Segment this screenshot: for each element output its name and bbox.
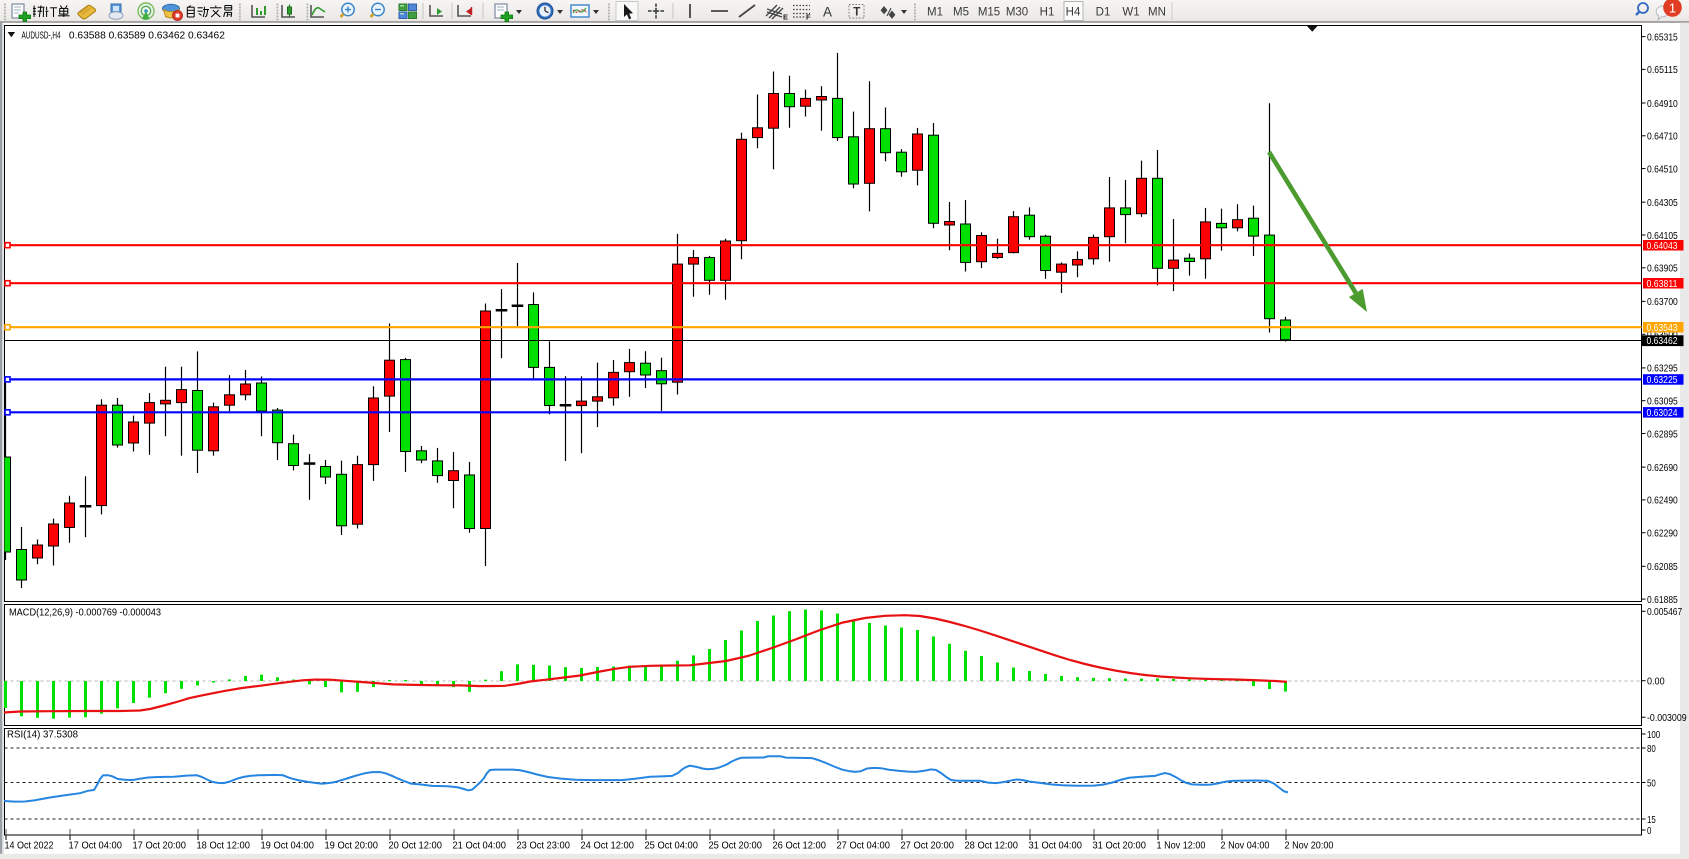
svg-text:0.63295: 0.63295: [1647, 363, 1678, 375]
svg-text:28 Oct 12:00: 28 Oct 12:00: [965, 840, 1019, 852]
svg-text:0.63588 0.63589 0.63462 0.6346: 0.63588 0.63589 0.63462 0.63462: [69, 29, 225, 41]
svg-text:25 Oct 04:00: 25 Oct 04:00: [645, 840, 699, 852]
svg-text:H1: H1: [1040, 6, 1055, 18]
svg-text:M5: M5: [953, 6, 969, 18]
svg-text:F: F: [806, 13, 811, 22]
svg-text:MN: MN: [1148, 6, 1166, 18]
svg-text:31 Oct 04:00: 31 Oct 04:00: [1029, 840, 1083, 852]
svg-text:0.63700: 0.63700: [1647, 296, 1678, 308]
svg-text:D1: D1: [1096, 6, 1111, 18]
svg-text:21 Oct 04:00: 21 Oct 04:00: [453, 840, 507, 852]
svg-text:0.00: 0.00: [1647, 676, 1665, 688]
svg-text:0.64043: 0.64043: [1647, 240, 1678, 252]
svg-text:2 Nov 04:00: 2 Nov 04:00: [1221, 840, 1270, 852]
svg-text:0.65115: 0.65115: [1647, 64, 1678, 76]
svg-text:0.65315: 0.65315: [1647, 31, 1678, 43]
svg-text:31 Oct 20:00: 31 Oct 20:00: [1093, 840, 1147, 852]
svg-text:0.63095: 0.63095: [1647, 396, 1678, 408]
svg-text:0.61885: 0.61885: [1647, 594, 1678, 606]
svg-text:23 Oct 23:00: 23 Oct 23:00: [517, 840, 571, 852]
svg-text:18 Oct 12:00: 18 Oct 12:00: [197, 840, 251, 852]
svg-text:1 Nov 12:00: 1 Nov 12:00: [1157, 840, 1206, 852]
svg-text:0.62690: 0.62690: [1647, 462, 1678, 474]
svg-text:M15: M15: [978, 6, 1000, 18]
svg-text:0.64910: 0.64910: [1647, 98, 1678, 110]
svg-text:19 Oct 04:00: 19 Oct 04:00: [261, 840, 315, 852]
svg-text:M1: M1: [927, 6, 943, 18]
svg-text:26 Oct 12:00: 26 Oct 12:00: [773, 840, 827, 852]
svg-text:17 Oct 04:00: 17 Oct 04:00: [69, 840, 123, 852]
svg-text:H4: H4: [1066, 6, 1081, 18]
svg-text:2 Nov 20:00: 2 Nov 20:00: [1285, 840, 1334, 852]
svg-text:0.62085: 0.62085: [1647, 561, 1678, 573]
svg-text:24 Oct 12:00: 24 Oct 12:00: [581, 840, 635, 852]
svg-text:0.63543: 0.63543: [1647, 322, 1678, 334]
svg-text:T: T: [853, 7, 860, 19]
svg-text:0.63024: 0.63024: [1647, 407, 1678, 419]
svg-text:RSI(14) 37.5308: RSI(14) 37.5308: [7, 729, 78, 741]
svg-text:0.64510: 0.64510: [1647, 163, 1678, 175]
svg-text:27 Oct 04:00: 27 Oct 04:00: [837, 840, 891, 852]
svg-text:MACD(12,26,9) -0.000769 -0.000: MACD(12,26,9) -0.000769 -0.000043: [9, 607, 161, 619]
svg-text:27 Oct 20:00: 27 Oct 20:00: [901, 840, 955, 852]
svg-text:M30: M30: [1006, 6, 1028, 18]
svg-text:0.62490: 0.62490: [1647, 495, 1678, 507]
svg-text:1: 1: [1669, 0, 1676, 15]
svg-text:80: 80: [1647, 743, 1656, 755]
svg-text:14 Oct 2022: 14 Oct 2022: [5, 840, 54, 852]
svg-text:0.63811: 0.63811: [1647, 278, 1678, 290]
svg-text:0.64105: 0.64105: [1647, 230, 1678, 242]
svg-text:25 Oct 20:00: 25 Oct 20:00: [709, 840, 763, 852]
svg-text:0.63905: 0.63905: [1647, 263, 1678, 275]
svg-text:15: 15: [1647, 814, 1656, 826]
svg-text:0: 0: [1647, 825, 1652, 837]
svg-text:W1: W1: [1122, 6, 1139, 18]
svg-text:0.64305: 0.64305: [1647, 197, 1678, 209]
svg-text:100: 100: [1647, 729, 1660, 741]
svg-text:0.62895: 0.62895: [1647, 428, 1678, 440]
svg-text:17 Oct 20:00: 17 Oct 20:00: [133, 840, 187, 852]
svg-text:-0.003009: -0.003009: [1647, 712, 1687, 724]
svg-text:AUDUSD-,H4: AUDUSD-,H4: [22, 29, 61, 41]
svg-text:0.63462: 0.63462: [1647, 335, 1678, 347]
svg-text:A: A: [823, 5, 832, 20]
svg-text:19 Oct 20:00: 19 Oct 20:00: [325, 840, 379, 852]
svg-text:20 Oct 12:00: 20 Oct 12:00: [389, 840, 443, 852]
svg-text:E: E: [783, 13, 788, 22]
svg-text:50: 50: [1647, 777, 1656, 789]
svg-text:0.005467: 0.005467: [1647, 606, 1682, 618]
svg-text:0.62290: 0.62290: [1647, 528, 1678, 540]
svg-text:0.64710: 0.64710: [1647, 131, 1678, 143]
svg-text:0.63225: 0.63225: [1647, 374, 1678, 386]
